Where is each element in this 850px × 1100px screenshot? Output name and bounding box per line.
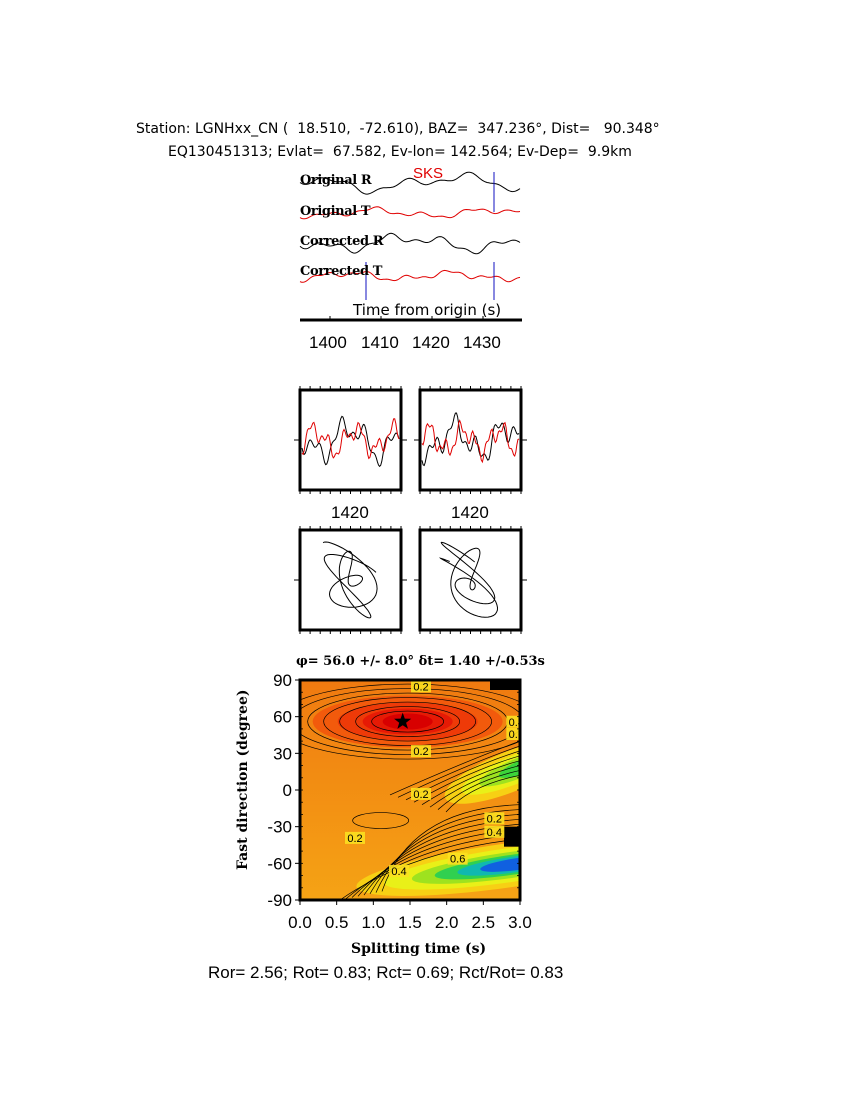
trace-label-original-t: Original T — [300, 204, 371, 219]
trace-label-corrected-t: Corrected T — [300, 264, 383, 279]
contour-line — [437, 770, 520, 810]
trace-xtick: 1400 — [309, 333, 347, 352]
y-tick-label: -30 — [267, 818, 292, 837]
grid-search-panel: 0.20.20.20.20.20.40.40.60.60.40.0 0.5 1.0 1… — [267, 671, 532, 932]
waveform-radial — [301, 415, 400, 468]
x-tick-label: 1.0 — [362, 913, 386, 932]
y-tick-label: -60 — [267, 854, 292, 873]
contour-label: 0.2 — [413, 789, 428, 801]
waveform-right-xtick: 1420 — [451, 503, 489, 522]
contour-line — [429, 765, 520, 808]
x-tick-label: 1.5 — [398, 913, 422, 932]
event-info: EQ130451313; Evlat= 67.582, Ev-lon= 142.… — [168, 144, 632, 160]
contour-label: 0.2 — [413, 746, 428, 758]
particle-motion-box-left — [298, 528, 403, 632]
phase-label: SKS — [413, 165, 444, 182]
trace-waveform — [299, 232, 521, 255]
contour-line — [352, 812, 410, 829]
y-tick-label: -90 — [267, 891, 292, 910]
trace-waveform — [299, 269, 521, 283]
station-info: Station: LGNHxx_CN ( 18.510, -72.610), B… — [136, 121, 660, 137]
contour-line — [323, 697, 493, 746]
contour-line — [421, 760, 520, 805]
y-axis-label: Fast direction (degree) — [235, 689, 251, 870]
minimum-region — [382, 713, 433, 730]
contour-label: 0.4 — [487, 827, 502, 839]
contour-label-bg — [345, 831, 365, 844]
trace-label-original-r: Original R — [300, 173, 372, 188]
contour-line — [339, 701, 477, 742]
waveform-radial — [421, 412, 520, 467]
trace-xtick: 1420 — [412, 333, 450, 352]
trace-waveform — [299, 206, 521, 220]
particle-motion-path — [322, 541, 378, 619]
waveform-transverse — [301, 418, 400, 460]
contour-line — [300, 688, 520, 755]
trace-xlabel: Time from origin (s) — [353, 301, 502, 319]
y-tick-label: 60 — [273, 708, 292, 727]
traces-panel — [299, 171, 522, 322]
contour-label-bg — [389, 864, 409, 877]
contour-label: 0.2 — [413, 681, 428, 693]
trace-xtick: 1410 — [361, 333, 399, 352]
contour-line — [445, 774, 520, 813]
x-axis-label: Splitting time (s) — [351, 941, 487, 957]
heatmap-field: 0.20.20.20.20.20.40.40.60.60.4 — [300, 680, 524, 900]
x-tick-label: 3.0 — [508, 913, 532, 932]
contour-label: 0.4 — [509, 717, 524, 729]
contour-label-bg — [484, 812, 505, 825]
contour-line — [375, 809, 520, 893]
contour-label: 0.6 — [450, 854, 465, 866]
contour-line — [300, 683, 520, 760]
x-tick-label: 2.0 — [435, 913, 459, 932]
contour-label-bg — [506, 728, 520, 740]
contour-line — [389, 740, 520, 796]
waveform-transverse — [421, 419, 520, 464]
y-tick-label: 90 — [273, 671, 292, 690]
contour-line — [355, 706, 461, 737]
contour-label: 0.6 — [509, 729, 524, 741]
contour-line — [371, 710, 445, 733]
contour-label-bg — [484, 825, 505, 838]
waveform-left-xtick: 1420 — [331, 503, 369, 522]
y-tick-label: 30 — [273, 744, 292, 763]
footer-stats: Ror= 2.56; Rot= 0.83; Rct= 0.69; Rct/Rot… — [208, 963, 564, 982]
y-tick-label: 0 — [283, 781, 292, 800]
particle-motion-path — [438, 541, 499, 618]
particle-motion-panels — [294, 386, 527, 634]
trace-label-corrected-r: Corrected R — [300, 234, 384, 249]
x-tick-label: 0.0 — [288, 913, 312, 932]
heatmap-dark-corner — [490, 680, 520, 690]
trace-waveform — [299, 171, 521, 195]
heatmap-dark-corner — [504, 826, 520, 847]
x-tick-label: 2.5 — [472, 913, 496, 932]
contour-label: 0.2 — [487, 813, 502, 825]
trace-xtick: 1430 — [463, 333, 501, 352]
contour-label: 0.4 — [391, 866, 406, 878]
contour-label-bg — [411, 745, 431, 758]
chart-title: φ= 56.0 +/- 8.0° δt= 1.40 +/-0.53s — [296, 654, 545, 669]
x-tick-label: 0.5 — [325, 913, 349, 932]
contour-label-bg — [411, 787, 431, 800]
best-fit-star — [394, 712, 412, 729]
contour-label-bg — [447, 852, 468, 865]
contour-label: 0.2 — [347, 833, 362, 845]
misfit-band-upper — [498, 751, 520, 778]
contour-label-bg — [506, 715, 520, 728]
contour-label-bg — [411, 680, 431, 693]
contour-line — [339, 838, 520, 900]
